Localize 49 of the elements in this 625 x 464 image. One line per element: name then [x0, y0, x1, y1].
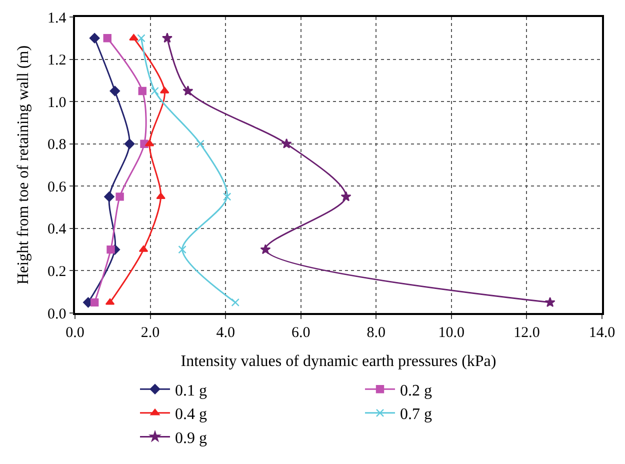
y-tick-label: 0.0 [48, 306, 66, 322]
point [106, 245, 115, 254]
x-tick-label: 2.0 [140, 324, 160, 341]
x-tick-label: 6.0 [291, 324, 310, 341]
point [105, 298, 115, 305]
point [138, 86, 146, 96]
point [260, 244, 271, 254]
point [104, 192, 114, 202]
y-tick-label: 1.4 [48, 10, 67, 26]
legend-label: 0.9 g [175, 430, 207, 447]
x-tick-label: 10.0 [438, 324, 465, 341]
point [160, 86, 170, 94]
legend-label: 0.7 g [400, 406, 432, 424]
point [90, 298, 99, 307]
point [231, 298, 240, 307]
point [110, 86, 120, 96]
legend-label: 0.4 g [175, 406, 207, 424]
point [162, 32, 172, 43]
y-tick-label: 0.6 [48, 179, 67, 196]
x-tick-label: 8.0 [366, 324, 386, 341]
point [137, 34, 146, 42]
y-tick-label: 0.2 [48, 264, 66, 280]
point [138, 245, 148, 252]
point [340, 191, 352, 202]
point [144, 140, 154, 146]
y-tick-label: 1.0 [48, 94, 66, 111]
point [103, 34, 112, 42]
y-tick-label: 0.4 [48, 222, 67, 238]
point [156, 192, 166, 200]
point [89, 32, 100, 44]
legend-label: 0.2 g [400, 382, 432, 400]
point [544, 296, 556, 307]
point [178, 245, 186, 254]
x-tick-label: 4.0 [216, 324, 235, 341]
point [116, 192, 124, 201]
point [150, 86, 159, 96]
x-tick-label: 14.0 [588, 324, 616, 341]
point [196, 140, 204, 148]
point [124, 138, 135, 150]
point [281, 138, 292, 148]
x-tick-label: 0.0 [66, 324, 84, 341]
x-axis-title: Intensity values of dynamic earth pressures (kPa) [180, 352, 496, 370]
y-axis-title: Height from toe of retaining wall (m) [14, 45, 32, 285]
y-tick-label: 1.2 [48, 52, 66, 69]
point [182, 86, 194, 96]
x-tick-label: 12.0 [514, 324, 540, 341]
legend-label: 0.1 g [175, 382, 207, 400]
y-tick-label: 0.8 [48, 137, 66, 154]
point [222, 192, 232, 201]
